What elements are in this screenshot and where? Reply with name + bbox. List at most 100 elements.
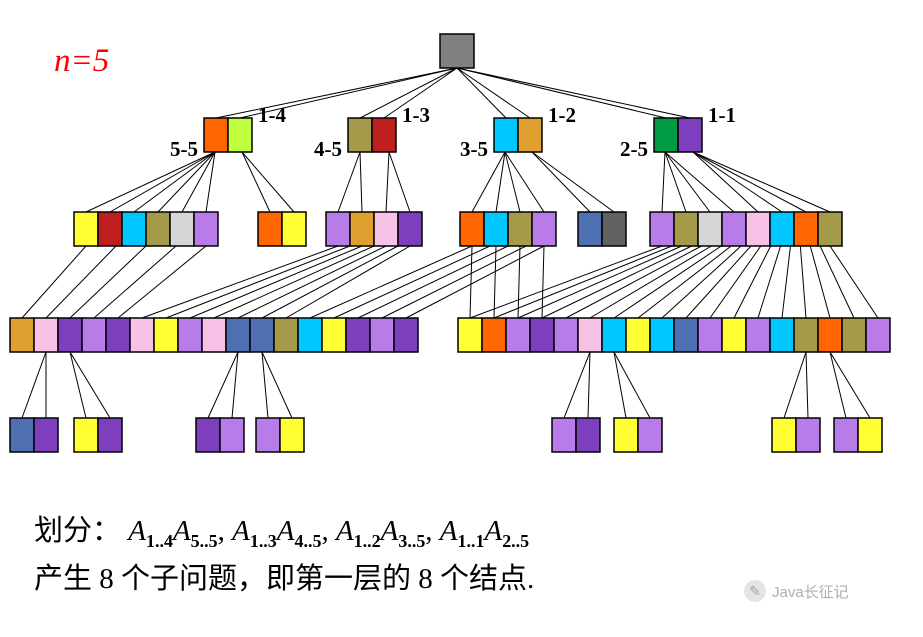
tree-edge [86,152,215,212]
tree-cell [602,212,626,246]
tree-cell [10,318,34,352]
tree-edge [662,152,665,212]
tree-edge [686,246,751,318]
tree-cell [506,318,530,352]
tree-edge [190,246,362,318]
tree-cell [122,212,146,246]
tree-cell [674,212,698,246]
tree-cell [74,418,98,452]
tree-edge [214,246,374,318]
tree-cell [178,318,202,352]
tree-label: 1-3 [402,103,430,127]
tree-edge [166,246,350,318]
tree-cell [130,318,154,352]
tree-cell [350,212,374,246]
tree-cell [674,318,698,352]
tree-cell [578,318,602,352]
tree-edge [614,352,650,418]
tree-edge [693,152,782,212]
tree-edge [262,352,268,418]
tree-cell [654,118,678,152]
tree-cell [530,318,554,352]
tree-cell [746,318,770,352]
tree-edge [134,152,215,212]
tree-cell [554,318,578,352]
tree-cell [698,212,722,246]
tree-edge [810,246,830,318]
tree-cell [398,212,422,246]
tree-cell [146,212,170,246]
tree-cell [722,212,746,246]
tree-edge [142,246,338,318]
tree-cell [196,418,220,452]
tree-cell [274,318,298,352]
tree-cell [578,212,602,246]
tree-cell [250,318,274,352]
caption-partition: 划分： A1..4A5..5, A1..3A4..5, A1..2A3..5, … [34,507,529,552]
tree-cell [194,212,218,246]
tree-edge [238,246,386,318]
tree-cell [722,318,746,352]
tree-edge [360,152,362,212]
tree-cell [10,418,34,452]
tree-edge [262,352,292,418]
tree-cell [650,318,674,352]
tree-cell [74,212,98,246]
tree-cell [626,318,650,352]
tree-cell [298,318,322,352]
tree-edge [693,152,830,212]
tree-cell [650,212,674,246]
tree-edge [806,352,808,418]
tree-cell [484,212,508,246]
tree-cell [746,212,770,246]
tree-cell [770,318,794,352]
tree-edge [22,352,46,418]
tree-cell [256,418,280,452]
tree-cell [226,318,250,352]
tree-edge [784,352,806,418]
tree-cell [796,418,820,452]
tree-cell [638,418,662,452]
tree-label: 1-4 [258,103,286,127]
tree-cell [858,418,882,452]
tree-cell [372,118,396,152]
tree-cell [770,212,794,246]
tree-cell [508,212,532,246]
tree-cell [552,418,576,452]
tree-edge [494,246,496,318]
watermark: ✎ Java长征记 [744,580,849,602]
tree-cell [154,318,178,352]
tree-edge [734,246,771,318]
tree-edge [532,152,590,212]
tree-cell [818,212,842,246]
tree-edge [242,152,270,212]
tree-edge [614,246,721,318]
tree-cell [794,318,818,352]
tree-cell [518,118,542,152]
tree-edge [830,352,870,418]
tree-edge [70,352,110,418]
tree-cell [98,212,122,246]
tree-cell [494,118,518,152]
tree-cell [818,318,842,352]
tree-edge [358,246,508,318]
tree-cell [772,418,796,452]
tree-edge [470,246,472,318]
tree-edge [208,352,238,418]
tree-cell [220,418,244,452]
tree-cell [794,212,818,246]
tree-cell [322,318,346,352]
tree-edge [382,246,526,318]
tree-edge [800,246,806,318]
tree-cell [282,212,306,246]
tree-cell [170,212,194,246]
tree-cell [866,318,890,352]
tree-edge [782,246,790,318]
tree-cell [204,118,228,152]
tree-cell [34,318,58,352]
tree-cell [614,418,638,452]
tree-edge [758,246,781,318]
tree-edge [406,246,544,318]
tree-cell [698,318,722,352]
tree-label: 3-5 [460,137,488,161]
